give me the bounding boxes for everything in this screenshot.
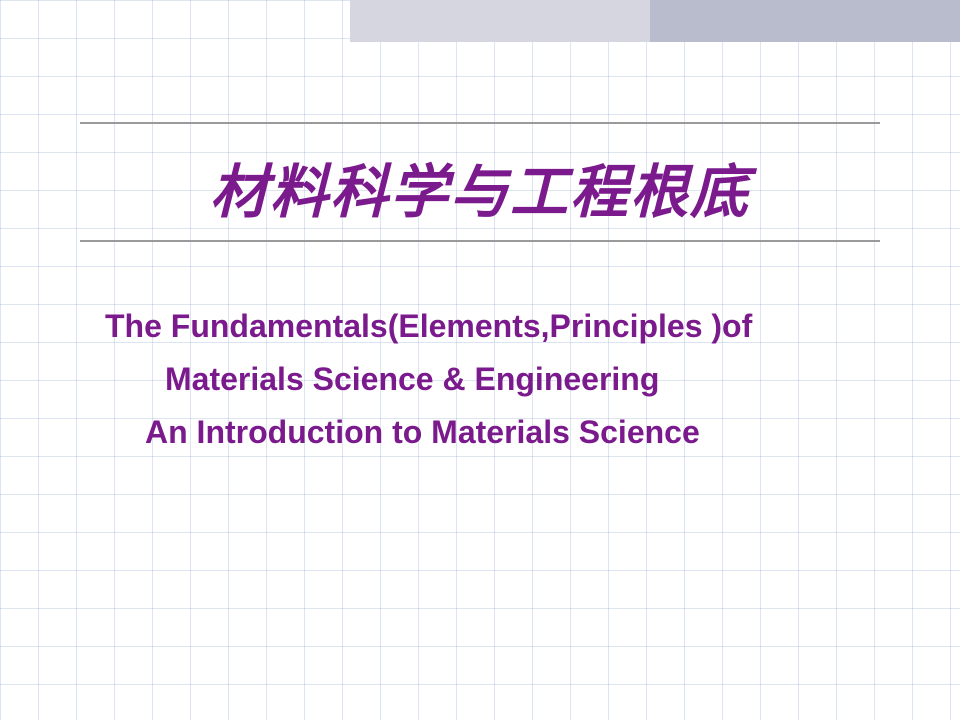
top-accent-bar — [350, 0, 960, 42]
title-rule-top — [80, 122, 880, 124]
slide-title-chinese: 材料科学与工程根底 — [0, 145, 960, 229]
title-rule-bottom — [80, 240, 880, 242]
slide: 材料科学与工程根底 The Fundamentals(Elements,Prin… — [0, 0, 960, 720]
top-bar-segment-light — [350, 0, 650, 42]
subtitle-line-1: The Fundamentals(Elements,Principles )of — [105, 300, 860, 353]
subtitle-line-3: An Introduction to Materials Science — [105, 406, 860, 459]
subtitle-line-2: Materials Science & Engineering — [105, 353, 860, 406]
slide-subtitle: The Fundamentals(Elements,Principles )of… — [105, 300, 860, 458]
top-bar-segment-dark — [650, 0, 960, 42]
